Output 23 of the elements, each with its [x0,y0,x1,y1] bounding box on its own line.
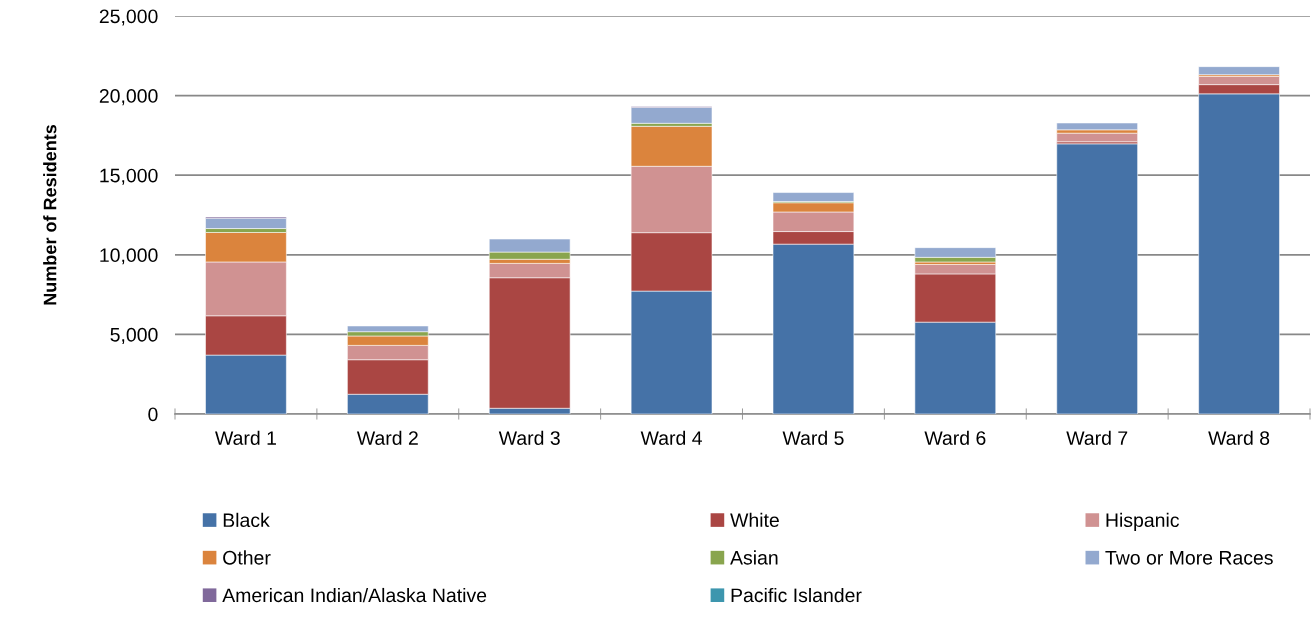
x-tick-label: Ward 7 [1066,430,1128,445]
x-tick-label: Ward 8 [1208,430,1270,445]
legend-label: Pacific Islander [731,587,862,603]
legend-label: Hispanic [1106,512,1180,531]
y-tick-label: 15,000 [100,168,158,185]
x-tick-label: Ward 6 [924,430,986,445]
y-axis-title: Number of Residents [43,124,57,305]
y-tick-label: 20,000 [99,89,158,106]
legend-label: Two or More Races [1105,551,1273,565]
x-tick-label: Ward 4 [640,430,702,445]
x-tick-label: Ward 1 [215,430,276,445]
legend-label: Asian [730,550,778,565]
legend-label: American Indian/Alaska Native [222,587,487,603]
legend-label: Black [223,512,270,528]
legend-label: Other [223,550,271,565]
y-tick-label: 10,000 [100,248,158,265]
x-tick-label: Ward 5 [782,430,844,445]
y-tick-label: 0 [148,407,158,422]
x-tick-label: Ward 2 [356,430,418,445]
x-tick-label: Ward 3 [498,430,560,445]
y-tick-label: 25,000 [99,9,158,26]
legend-label: White [730,512,779,528]
y-tick-label: 5,000 [110,327,158,344]
